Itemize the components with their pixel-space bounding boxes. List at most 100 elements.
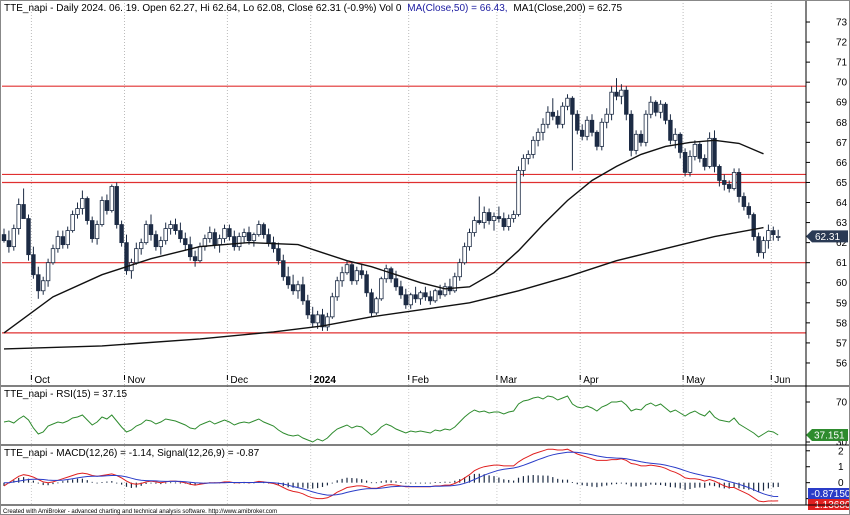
rsi-line bbox=[3, 395, 779, 443]
candle bbox=[619, 84, 624, 105]
macd-histogram-bar bbox=[86, 480, 88, 483]
candle-body-up bbox=[692, 143, 698, 157]
candle-body-up bbox=[70, 214, 75, 231]
candle-body-up bbox=[643, 113, 649, 143]
candle-body-down bbox=[364, 274, 369, 294]
candle-body-down bbox=[746, 206, 751, 215]
candle-body-down bbox=[124, 242, 129, 272]
candle-body-down bbox=[638, 133, 644, 143]
x-month-label: Jun bbox=[774, 375, 790, 386]
candle-body-down bbox=[663, 103, 668, 121]
rsi-value-box bbox=[806, 429, 848, 441]
candle-body-down bbox=[114, 186, 119, 225]
candle bbox=[36, 266, 41, 299]
candle-body-down bbox=[594, 131, 600, 147]
ma200-line bbox=[3, 226, 764, 350]
candle-body-down bbox=[697, 143, 702, 159]
macd-histogram-bar bbox=[415, 482, 417, 484]
candle bbox=[707, 132, 712, 169]
macd-histogram-bar bbox=[116, 482, 118, 484]
candle-body-up bbox=[41, 280, 46, 292]
macd-histogram-bar bbox=[351, 478, 353, 483]
macd-histogram-bar bbox=[547, 475, 549, 483]
candle-body-down bbox=[310, 314, 315, 324]
macd-histogram-bar bbox=[625, 482, 627, 485]
candle bbox=[535, 128, 541, 147]
candle-body-down bbox=[261, 224, 266, 236]
candle bbox=[761, 236, 766, 259]
candle-body-down bbox=[702, 157, 707, 167]
macd-histogram-bar bbox=[375, 482, 377, 484]
macd-histogram-bar bbox=[655, 482, 657, 485]
ma50-header: MA(Close,50) = 66.43, bbox=[407, 3, 507, 14]
rsi-value-label: 37.151 bbox=[814, 431, 845, 442]
candle-body-up bbox=[609, 91, 614, 115]
candle bbox=[481, 206, 487, 229]
y-tick-label: 63 bbox=[836, 218, 848, 229]
candle-body-down bbox=[119, 224, 124, 244]
x-month-label: Nov bbox=[128, 375, 146, 386]
candle-body-down bbox=[668, 119, 673, 141]
macd-value-tags: -0.87150-1.13680 bbox=[808, 488, 850, 511]
candle bbox=[305, 294, 310, 319]
candle-body-down bbox=[496, 216, 502, 219]
candle bbox=[138, 238, 144, 255]
macd-histogram-bar bbox=[478, 473, 480, 483]
candle-body-up bbox=[506, 218, 511, 227]
macd-histogram-bar bbox=[194, 482, 196, 486]
candle-body-up bbox=[374, 298, 379, 314]
macd-histogram-bar bbox=[522, 476, 524, 483]
candle bbox=[746, 202, 751, 219]
candle-body-up bbox=[432, 290, 438, 302]
candle bbox=[545, 106, 551, 129]
macd-histogram-bar bbox=[170, 482, 172, 484]
macd-histogram-bar bbox=[326, 482, 328, 486]
candle bbox=[310, 306, 315, 327]
candle bbox=[599, 118, 604, 151]
candle-body-up bbox=[462, 246, 467, 264]
candle bbox=[766, 224, 771, 249]
candle-body-up bbox=[408, 294, 413, 306]
macd-histogram-bar bbox=[586, 482, 588, 487]
candle-body-down bbox=[85, 198, 90, 221]
macd-histogram-bar bbox=[140, 482, 142, 486]
candle bbox=[692, 140, 698, 161]
candle bbox=[45, 258, 51, 287]
last-price-tag: 62.31 bbox=[806, 230, 848, 243]
candle-body-up bbox=[521, 157, 526, 171]
candle bbox=[697, 142, 702, 163]
candle bbox=[516, 166, 521, 217]
candle bbox=[50, 244, 56, 265]
macd-histogram-bar bbox=[664, 482, 667, 486]
candle bbox=[1, 228, 7, 243]
candle bbox=[506, 214, 511, 231]
candle bbox=[178, 222, 183, 243]
candle bbox=[570, 96, 575, 171]
x-month-label: Mar bbox=[500, 375, 518, 386]
candle-body-up bbox=[766, 230, 771, 242]
macd-histogram-bar bbox=[557, 478, 559, 483]
macd-histogram-bar bbox=[689, 482, 691, 490]
macd-histogram-bar bbox=[606, 482, 608, 486]
macd-histogram-bar bbox=[517, 477, 520, 483]
macd-histogram-bar bbox=[777, 482, 779, 487]
candle bbox=[491, 212, 497, 231]
candle-body-up bbox=[516, 170, 521, 215]
candle-body-up bbox=[163, 228, 168, 242]
candle-body-up bbox=[207, 232, 212, 240]
candle-body-up bbox=[354, 270, 359, 282]
candle bbox=[330, 292, 335, 319]
macd-histogram-bar bbox=[390, 480, 392, 483]
y-tick-label: 69 bbox=[836, 98, 848, 109]
macd-tick-label: 2 bbox=[838, 446, 844, 457]
candle-body-up bbox=[11, 228, 16, 248]
macd-histogram-bar bbox=[331, 482, 333, 484]
candle-body-down bbox=[624, 89, 629, 115]
macd-histogram-bar bbox=[684, 482, 686, 490]
candle-body-up bbox=[383, 268, 389, 280]
macd-histogram-bar bbox=[596, 482, 598, 488]
candle-body-down bbox=[1, 234, 7, 242]
macd-histogram-bar bbox=[145, 482, 147, 484]
candle bbox=[173, 218, 178, 235]
candle-body-up bbox=[545, 111, 551, 125]
